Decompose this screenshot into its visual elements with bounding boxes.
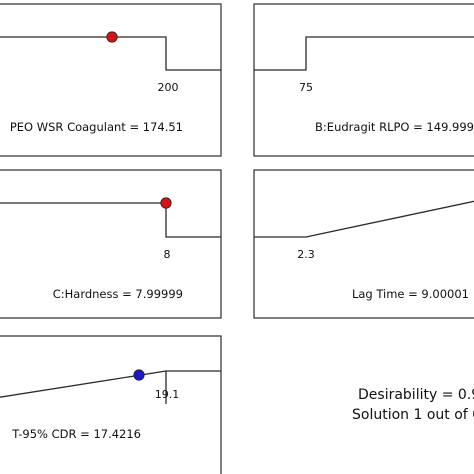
factor-caption: B:Eudragit RLPO = 149.999 xyxy=(315,120,474,134)
desirability-line xyxy=(254,36,474,71)
boundary-tick-label: 200 xyxy=(158,81,179,94)
factor-caption: T-95% CDR = 17.4216 xyxy=(11,427,141,441)
solution-marker xyxy=(106,31,118,43)
boundary-tick-label: 75 xyxy=(299,81,313,94)
factor-caption: Lag Time = 9.00001 xyxy=(352,287,469,301)
panel-frame xyxy=(0,335,222,474)
panel-d: 2.3 Lag Time = 9.00001 xyxy=(253,169,474,319)
factor-caption: PEO WSR Coagulant = 174.51 xyxy=(10,120,183,134)
factor-caption: C:Hardness = 7.99999 xyxy=(53,287,183,301)
solution-marker xyxy=(160,197,172,209)
panel-frame xyxy=(0,3,222,157)
desirability-line xyxy=(0,36,221,71)
panel-frame xyxy=(0,169,222,319)
solution-marker xyxy=(133,369,145,381)
panel-e: 19.1 T-95% CDR = 17.4216 xyxy=(0,335,222,474)
boundary-tick-label: 2.3 xyxy=(297,248,315,261)
boundary-tick-label: 8 xyxy=(164,248,171,261)
boundary-tick-label: 19.1 xyxy=(155,388,180,401)
panel-frame xyxy=(253,3,474,157)
panel-frame xyxy=(253,169,474,319)
desirability-line xyxy=(0,202,221,238)
desirability-line xyxy=(0,370,221,398)
panels-group: 200 PEO WSR Coagulant = 174.51 75 B:Eudragi… xyxy=(0,3,474,474)
solution-text: Solution 1 out of 63 xyxy=(352,407,474,423)
panel-b: 75 B:Eudragit RLPO = 149.999 xyxy=(253,3,474,157)
desirability-line xyxy=(254,200,474,238)
panel-c: 8 C:Hardness = 7.99999 xyxy=(0,169,222,319)
panel-a: 200 PEO WSR Coagulant = 174.51 xyxy=(0,3,222,157)
desirability-text: Desirability = 0.935 xyxy=(358,387,474,403)
